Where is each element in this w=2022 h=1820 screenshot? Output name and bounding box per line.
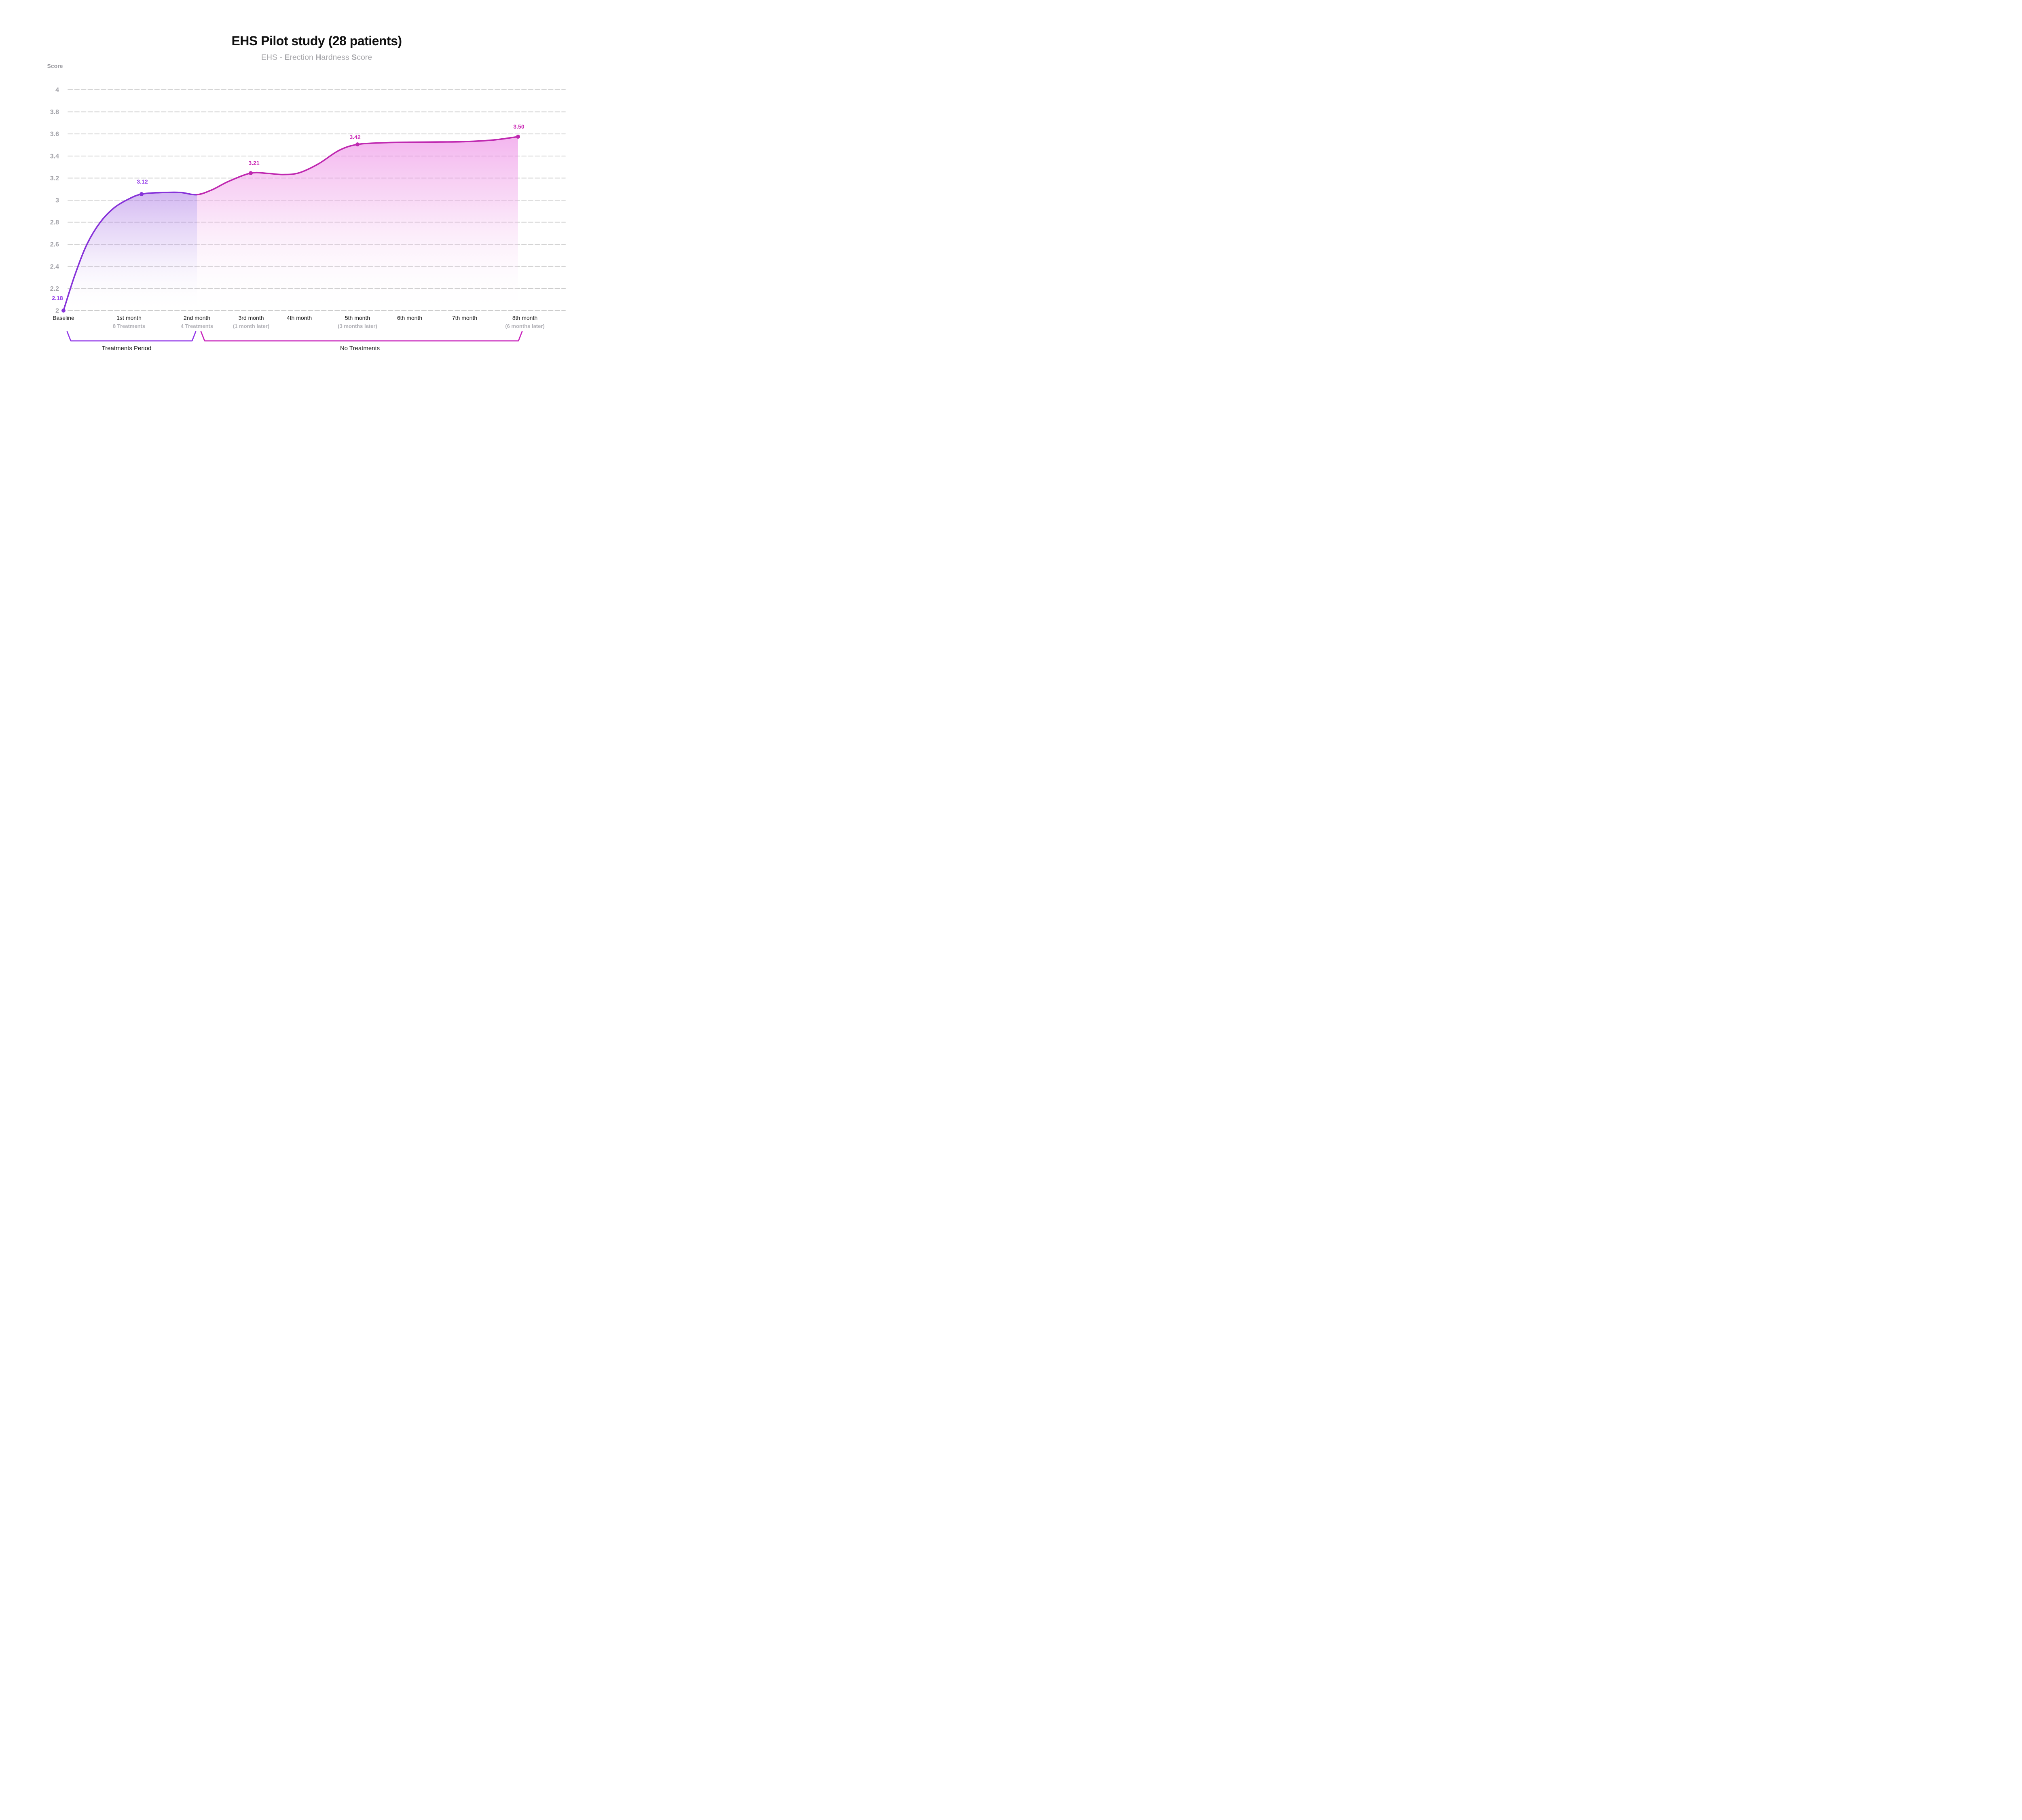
y-tick-label: 2.6 (50, 241, 59, 248)
x-category-label: 6th month (397, 315, 422, 321)
x-category-label: 4th month (287, 315, 312, 321)
subtitle-bold-e: E (284, 53, 290, 62)
subtitle-text: core (357, 53, 372, 62)
y-tick-label: 3.2 (50, 175, 59, 182)
no-treatment-area-fill (197, 137, 518, 311)
subtitle-text: ardness (321, 53, 351, 62)
data-point-labels: 2.18 3.12 3.21 3.42 3.50 (52, 123, 524, 301)
period-brackets: Treatments Period No Treatments (66, 331, 523, 352)
data-point-dot (249, 171, 253, 175)
x-category-label: 2nd month (184, 315, 210, 321)
y-tick-label: 3.8 (50, 109, 59, 116)
data-point-dot (140, 192, 144, 196)
subtitle-text: rection (290, 53, 315, 62)
trend-lines (63, 136, 519, 311)
subtitle-bold-h: H (315, 53, 321, 62)
y-tick-label: 2 (55, 308, 59, 315)
x-category-sublabel: 4 Treatments (181, 323, 213, 329)
data-point-value-label: 3.12 (137, 178, 148, 185)
period-bracket-label: Treatments Period (102, 345, 152, 352)
x-category-label: 5th month (345, 315, 370, 321)
y-tick-label: 3.6 (50, 131, 59, 138)
treatment-trend-line (63, 191, 198, 311)
data-point-value-label: 3.50 (513, 123, 524, 130)
y-tick-label: 3 (55, 197, 59, 204)
chart-title: EHS Pilot study (28 patients) (231, 34, 402, 48)
period-bracket (66, 331, 197, 342)
period-bracket (200, 331, 523, 342)
y-tick-label: 2.4 (50, 263, 59, 270)
x-axis-labels: Baseline 1st month 8 Treatments 2nd month 4 … (53, 315, 545, 329)
subtitle-prefix: EHS - (261, 53, 284, 62)
y-axis-title: Score (47, 63, 63, 69)
x-category-label: 1st month (116, 315, 141, 321)
data-point-dot (61, 309, 66, 313)
data-point-value-label: 2.18 (52, 295, 63, 301)
y-axis-tick-labels: 4 3.8 3.6 3.4 3.2 3 2.8 2.6 2.4 2.2 2 (50, 87, 59, 315)
data-point-value-label: 3.21 (248, 160, 259, 166)
x-category-label: Baseline (53, 315, 74, 321)
data-point-dot (516, 135, 520, 139)
period-bracket-label: No Treatments (340, 345, 380, 352)
y-tick-label: 4 (55, 87, 59, 94)
y-tick-label: 2.2 (50, 285, 59, 292)
data-points (61, 135, 520, 313)
no-treatment-trend-line (196, 136, 519, 196)
x-category-label: 3rd month (238, 315, 264, 321)
y-tick-label: 2.8 (50, 219, 59, 226)
data-point-dot (355, 142, 360, 147)
x-category-sublabel: (3 months later) (338, 323, 377, 329)
treatment-area-fill (63, 192, 197, 311)
x-category-label: 7th month (452, 315, 477, 321)
area-fills (63, 137, 518, 311)
chart-subtitle: EHS - Erection Hardness Score (261, 53, 372, 62)
x-category-sublabel: (1 month later) (233, 323, 269, 329)
x-category-label: 8th month (512, 315, 537, 321)
chart-canvas: 2.18 3.12 3.21 3.42 3.50 4 3.8 3.6 3.4 3.2 3 2.8 2.… (0, 0, 625, 413)
ehs-line-chart: 2.183.123.213.423.50 43.83.63.43.232.82.… (47, 34, 566, 352)
x-category-sublabel: (6 months later) (505, 323, 545, 329)
data-point-value-label: 3.42 (349, 134, 360, 140)
subtitle-bold-s: S (351, 53, 357, 62)
x-category-sublabel: 8 Treatments (113, 323, 145, 329)
y-tick-label: 3.4 (50, 153, 59, 160)
